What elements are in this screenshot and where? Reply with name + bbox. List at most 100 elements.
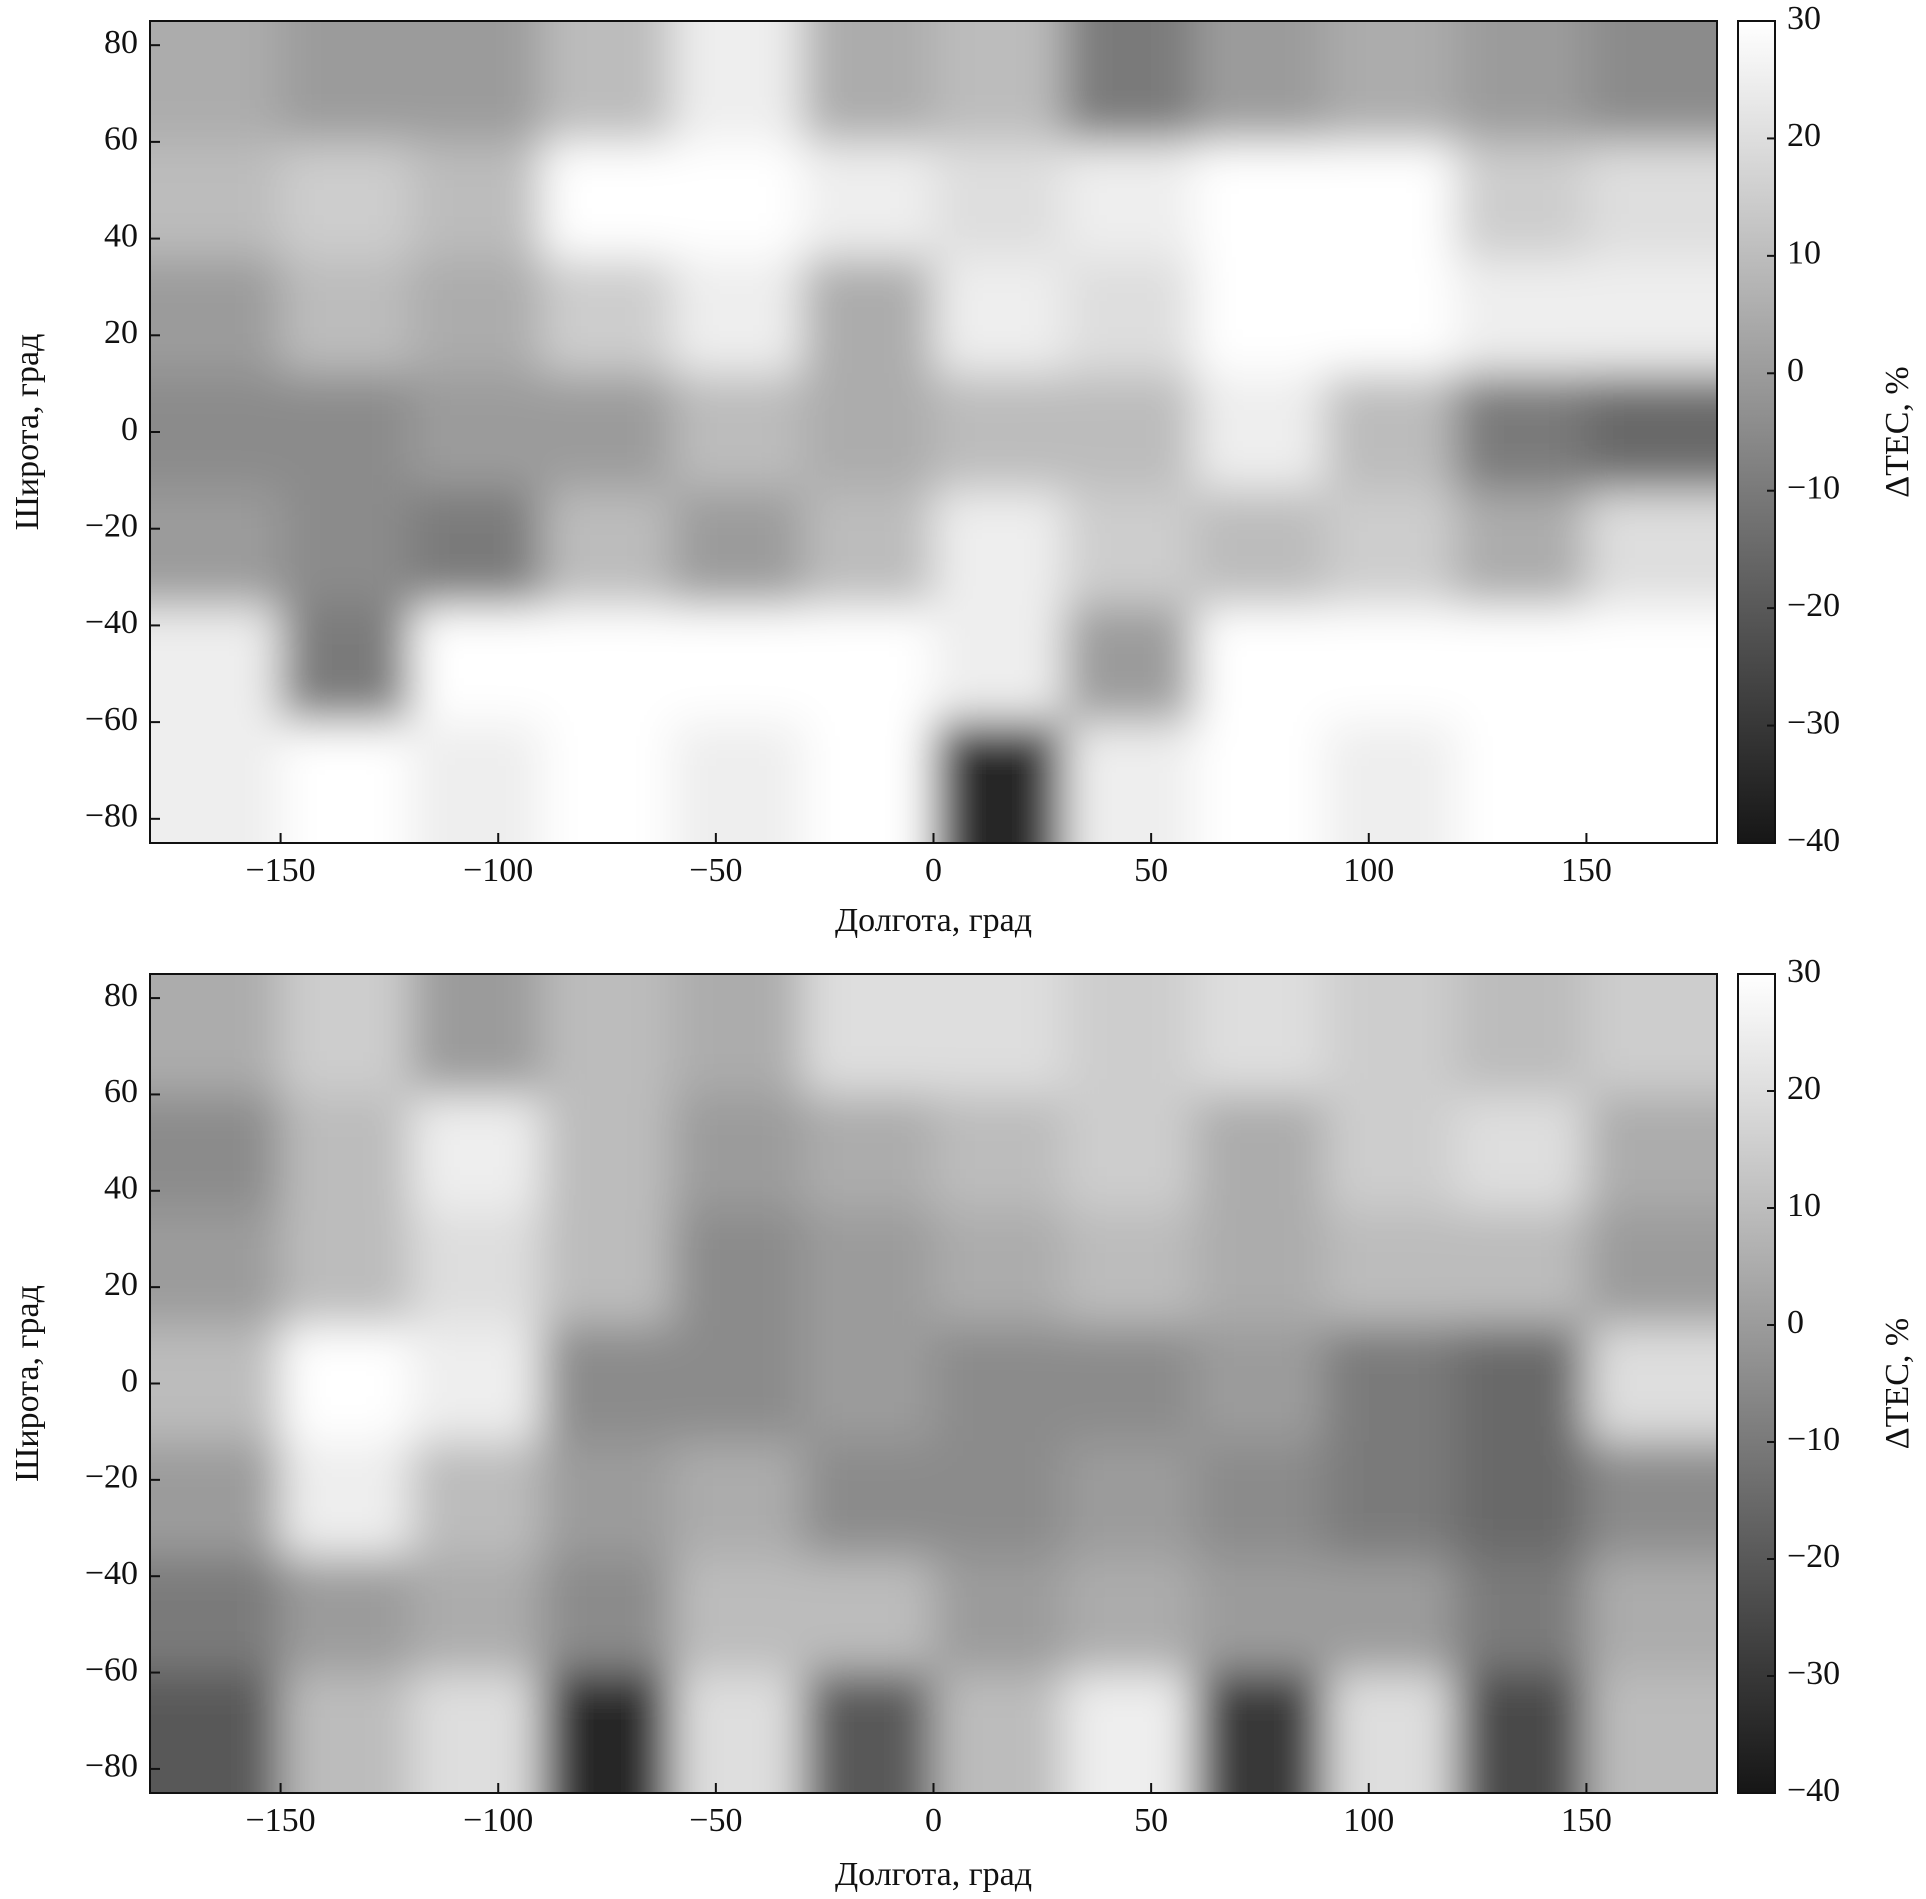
x-tick-label: 0	[925, 852, 942, 889]
x-tick-label: 100	[1343, 1802, 1394, 1839]
y-tick-label: 80	[104, 24, 138, 61]
heatmap-cell	[933, 1210, 1066, 1327]
heatmap-cell	[1586, 141, 1717, 259]
heatmap-cell	[802, 141, 935, 259]
heatmap-cell	[802, 1094, 935, 1212]
heatmap-cell	[1325, 490, 1457, 608]
colorbar-tick-label: −30	[1787, 704, 1840, 741]
colorbar-tick-label: 0	[1787, 352, 1804, 389]
y-tick-label: −60	[85, 1651, 138, 1688]
heatmap-cell	[1455, 373, 1588, 492]
heatmap-cell	[672, 21, 804, 143]
heatmap-cell	[1325, 1672, 1457, 1793]
heatmap-cell	[150, 257, 282, 375]
heatmap-cell	[1586, 1210, 1717, 1327]
heatmap-cell	[1586, 257, 1717, 375]
colorbar-label: ΔTEC, %	[1879, 366, 1916, 497]
heatmap-cell	[1194, 722, 1327, 843]
heatmap-cell	[280, 1325, 413, 1443]
y-tick-label: 40	[104, 1170, 138, 1207]
x-tick-label: −150	[245, 852, 315, 889]
heatmap-cell	[541, 1325, 674, 1443]
heatmap-cell	[1194, 490, 1327, 608]
y-tick-label: 40	[104, 217, 138, 254]
heatmap-cell	[411, 21, 543, 143]
heatmap-cell	[672, 974, 804, 1096]
heatmap-cell	[933, 141, 1066, 259]
x-axis-label: Долгота, град	[835, 1856, 1032, 1893]
heatmap-cell	[1325, 722, 1457, 843]
heatmap-cell	[1194, 21, 1327, 143]
heatmap-cell	[1325, 257, 1457, 375]
colorbar-tick-label: 20	[1787, 1070, 1821, 1107]
colorbar	[1737, 973, 1776, 1794]
heatmap-cell	[1194, 1094, 1327, 1212]
y-tick-label: −40	[85, 1555, 138, 1592]
y-tick-label: 0	[121, 1362, 138, 1399]
y-tick-label: −40	[85, 604, 138, 641]
heatmap-cell	[1064, 974, 1196, 1096]
x-tick-label: 50	[1134, 1802, 1168, 1839]
heatmap-cell	[1064, 490, 1196, 608]
heatmap-cell	[933, 21, 1066, 143]
heatmap-cell	[411, 490, 543, 608]
heatmap-cell	[150, 606, 282, 724]
colorbar-tick-label: 20	[1787, 117, 1821, 154]
heatmap-cells	[150, 974, 1717, 1793]
heatmap-cell	[1064, 1556, 1196, 1674]
heatmap-cell	[933, 1672, 1066, 1793]
heatmap-cell	[1325, 373, 1457, 492]
heatmap-cell	[1586, 21, 1717, 143]
heatmap-cell	[672, 373, 804, 492]
heatmap-cell	[1064, 21, 1196, 143]
colorbar-tick-label: −40	[1787, 1772, 1840, 1809]
heatmap-cell	[802, 1441, 935, 1558]
heatmap-cell	[933, 974, 1066, 1096]
x-tick-label: −50	[689, 1802, 742, 1839]
heatmap-cell	[672, 141, 804, 259]
x-tick-label: −100	[463, 852, 533, 889]
heatmap-cell	[150, 1556, 282, 1674]
heatmap-cell	[1325, 1441, 1457, 1558]
heatmap-cell	[933, 257, 1066, 375]
y-tick-label: −20	[85, 508, 138, 545]
heatmap-cell	[411, 1325, 543, 1443]
heatmap-cell	[672, 1210, 804, 1327]
colorbar-tick-label: −10	[1787, 470, 1840, 507]
heatmap-cell	[1064, 1672, 1196, 1793]
heatmap-cell	[933, 606, 1066, 724]
heatmap-cell	[411, 1441, 543, 1558]
heatmap-cell	[1586, 1556, 1717, 1674]
colorbar	[1737, 20, 1776, 844]
heatmap-cell	[541, 141, 674, 259]
y-tick-label: −80	[85, 1748, 138, 1785]
heatmap-cell	[1586, 974, 1717, 1096]
heatmap-cell	[1455, 1325, 1588, 1443]
heatmap-cell	[541, 1094, 674, 1212]
y-tick-label: −60	[85, 701, 138, 738]
y-tick-label: 60	[104, 121, 138, 158]
heatmap-cell	[933, 373, 1066, 492]
heatmap-cell	[541, 373, 674, 492]
heatmap-cell	[1325, 1556, 1457, 1674]
colorbar-tick-label: 30	[1787, 0, 1821, 37]
heatmap-cell	[541, 490, 674, 608]
heatmap-cell	[1194, 606, 1327, 724]
colorbar-label: ΔTEC, %	[1879, 1318, 1916, 1449]
y-tick-label: 20	[104, 314, 138, 351]
heatmap-cells	[150, 21, 1717, 843]
heatmap-cell	[1455, 722, 1588, 843]
heatmap-cell	[280, 1672, 413, 1793]
heatmap-cell	[1194, 1441, 1327, 1558]
heatmap-cell	[1455, 1210, 1588, 1327]
heatmap-cell	[150, 490, 282, 608]
heatmap-cell	[541, 1556, 674, 1674]
heatmap-cell	[672, 490, 804, 608]
heatmap-cell	[1194, 373, 1327, 492]
heatmap-cell	[1064, 722, 1196, 843]
heatmap-cell	[1586, 1094, 1717, 1212]
heatmap-cell	[280, 141, 413, 259]
heatmap-cell	[1194, 1556, 1327, 1674]
heatmap-cell	[933, 1094, 1066, 1212]
